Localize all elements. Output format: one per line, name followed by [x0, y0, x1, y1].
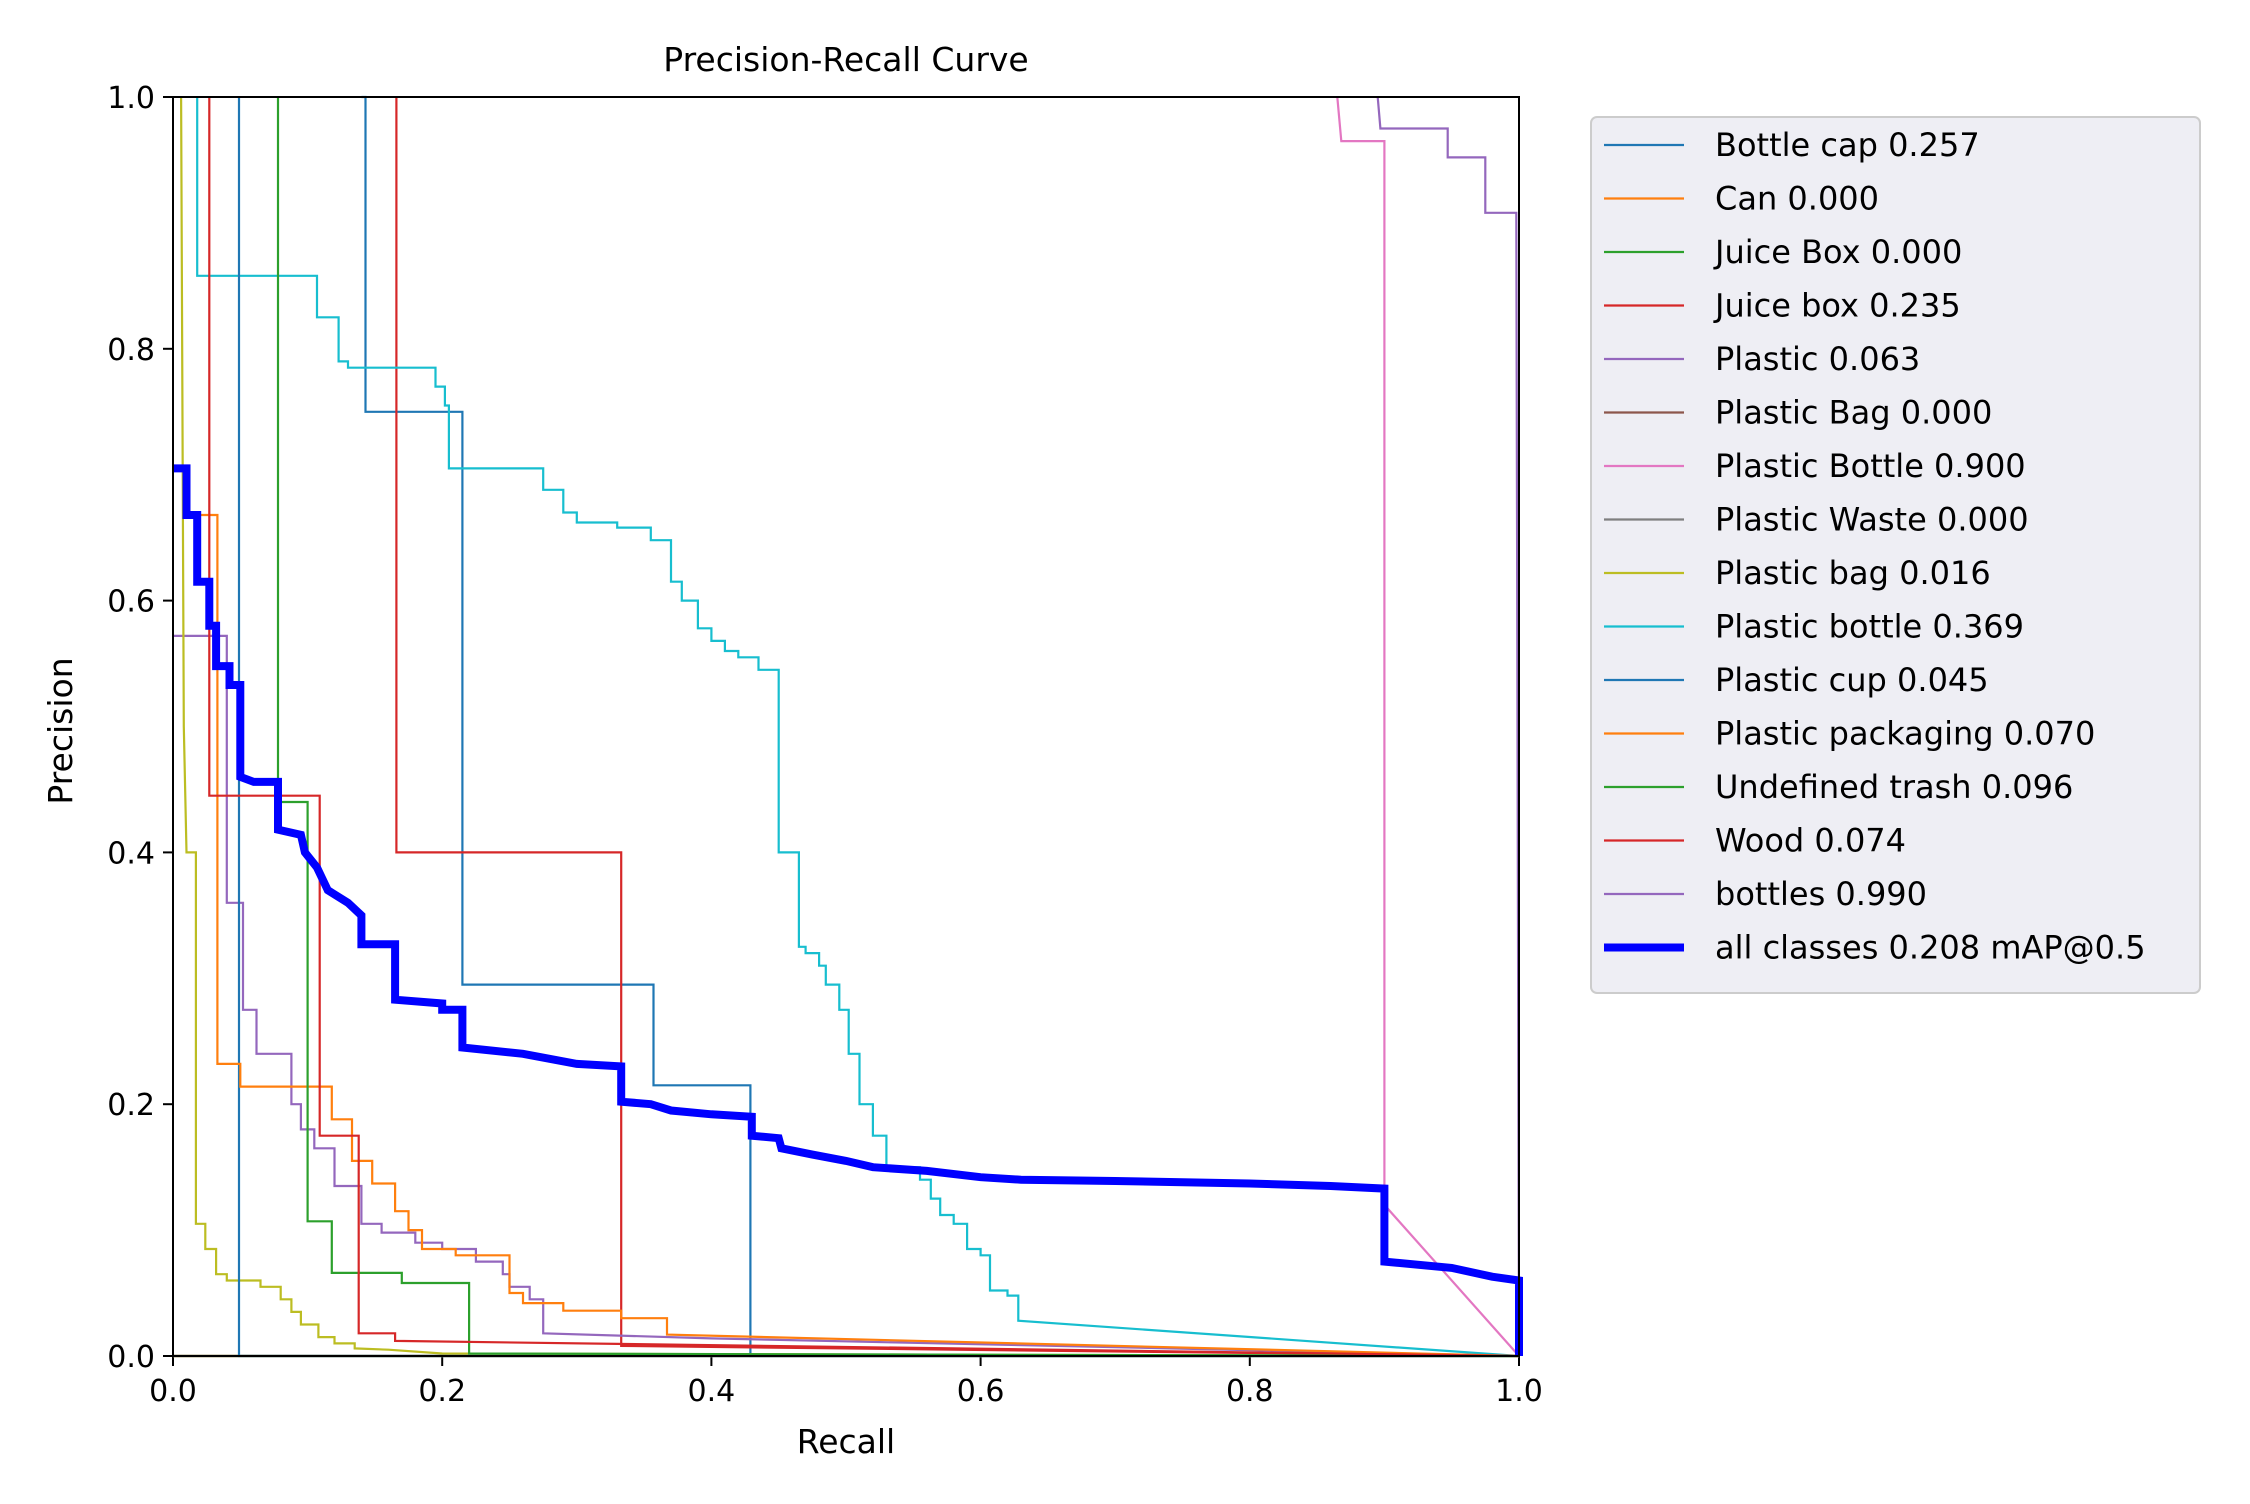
y-tick-label: 0.2 [107, 1088, 155, 1123]
legend-entry: Plastic bag 0.016 [1715, 554, 1991, 592]
series-line-3 [395, 97, 1520, 1358]
series-line-12 [276, 97, 1520, 1358]
legend-entry: all classes 0.208 mAP@0.5 [1715, 929, 2146, 967]
y-tick-label: 1.0 [107, 81, 155, 116]
legend-entry: Plastic Bag 0.000 [1715, 394, 1992, 432]
legend-entry: bottles 0.990 [1715, 875, 1927, 913]
chart-title: Precision-Recall Curve [663, 40, 1028, 79]
series-line-6 [1336, 96, 1520, 1357]
series-line-8 [180, 96, 1520, 1358]
legend-entry: Bottle cap 0.257 [1715, 126, 1980, 164]
x-tick-label: 1.0 [1495, 1374, 1543, 1409]
legend-entry: Juice Box 0.000 [1713, 233, 1962, 271]
series-line-4 [173, 634, 1520, 1358]
x-tick-label: 0.8 [1226, 1374, 1274, 1409]
legend-entry: Wood 0.074 [1715, 822, 1906, 860]
legend-entry: Plastic cup 0.045 [1715, 661, 1989, 699]
series-line-15 [173, 464, 1523, 1356]
legend-entry: Juice box 0.235 [1713, 287, 1961, 325]
legend-entry: Plastic 0.063 [1715, 340, 1920, 378]
series-line-9 [196, 97, 1520, 1358]
legend-entry: Plastic Waste 0.000 [1715, 501, 2029, 539]
x-tick-label: 0.6 [957, 1374, 1005, 1409]
y-axis-label: Precision [41, 657, 80, 804]
series-line-13 [208, 97, 1520, 1358]
plot-frame [172, 96, 1520, 1357]
x-tick-label: 0.4 [688, 1374, 736, 1409]
legend-entry: Undefined trash 0.096 [1715, 768, 2073, 806]
legend-entry: Plastic packaging 0.070 [1715, 715, 2095, 753]
y-tick-label: 0.8 [107, 333, 155, 368]
y-tick-label: 0.4 [107, 836, 155, 871]
x-tick-label: 0.2 [418, 1374, 466, 1409]
y-tick-label: 0.0 [107, 1340, 155, 1375]
legend-entry: Plastic bottle 0.369 [1715, 608, 2024, 646]
y-tick-label: 0.6 [107, 585, 155, 620]
series-line-14 [1376, 96, 1521, 1357]
legend-entry: Can 0.000 [1715, 180, 1879, 218]
series-line-11 [199, 513, 1520, 1358]
legend-box [1590, 116, 2201, 994]
x-axis-label: Recall [797, 1422, 895, 1461]
series-line-0 [361, 95, 1519, 1358]
x-tick-label: 0.0 [149, 1374, 197, 1409]
legend-entry: Plastic Bottle 0.900 [1715, 447, 2026, 485]
